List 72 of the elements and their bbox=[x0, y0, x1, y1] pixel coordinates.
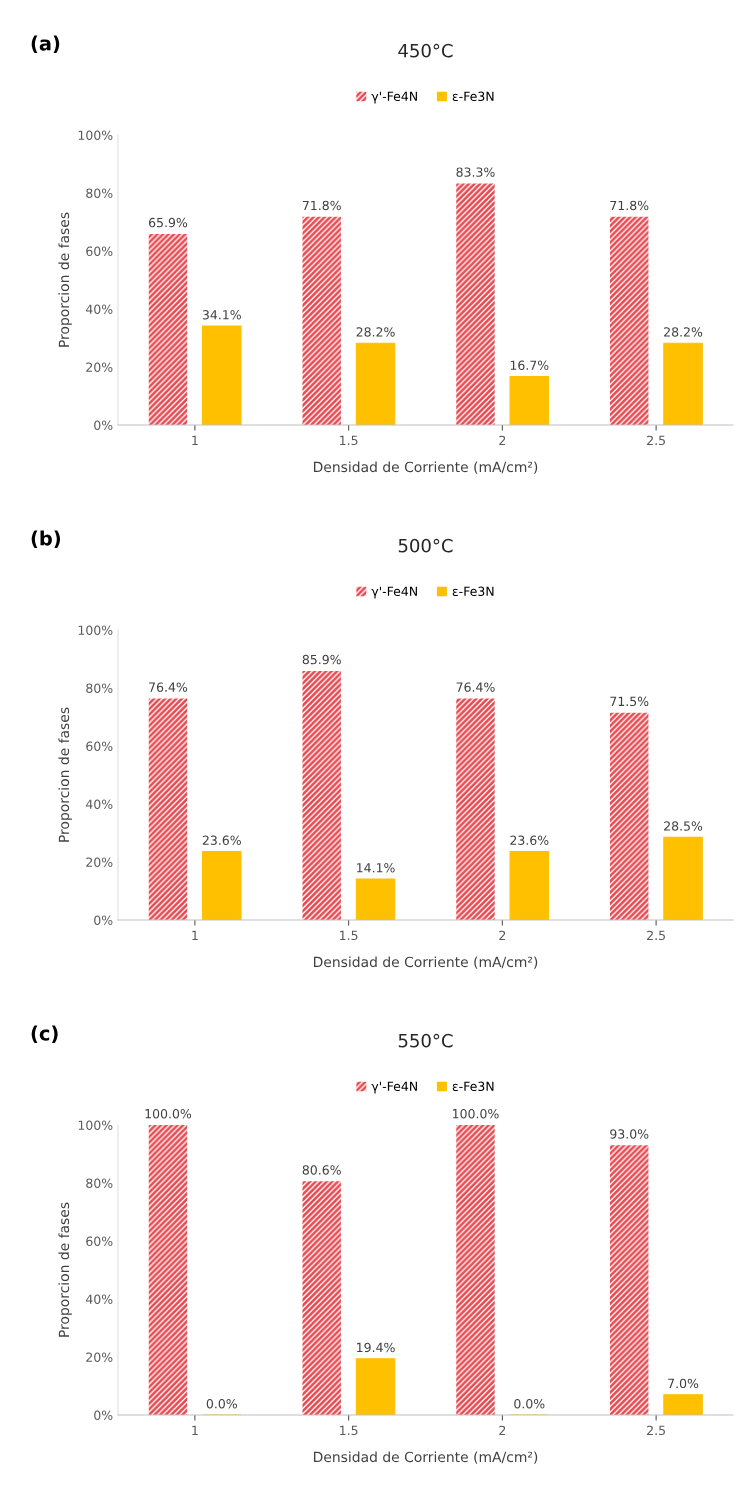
x-tick-label: 2.5 bbox=[647, 930, 665, 941]
y-tick-label: 0% bbox=[94, 1410, 113, 1420]
data-label: 80.6% bbox=[302, 1165, 341, 1175]
data-label: 100.0% bbox=[453, 1108, 499, 1119]
x-tick-label: 2.5 bbox=[647, 1425, 665, 1436]
y-tick-label: 80% bbox=[86, 683, 113, 693]
y-tick-label: 60% bbox=[86, 1236, 113, 1246]
data-label: 28.2% bbox=[664, 327, 703, 337]
legend-label: ε-Fe3N bbox=[452, 91, 494, 102]
y-tick-label: 60% bbox=[86, 741, 113, 751]
legend-label: γ'-Fe4N bbox=[371, 1081, 417, 1094]
data-label: 83.3% bbox=[456, 167, 495, 177]
legend-label: ε-Fe3N bbox=[452, 586, 494, 597]
legend-label: γ'-Fe4N bbox=[371, 91, 417, 104]
chart-title: 550°C bbox=[398, 1033, 453, 1048]
x-tick-label: 1.5 bbox=[340, 435, 358, 446]
y-axis-title: Proporcion de fases bbox=[58, 707, 72, 842]
x-axis-title: Densidad de Corriente (mA/cm²) bbox=[313, 956, 538, 969]
chart-title: 500°C bbox=[398, 538, 453, 553]
data-label: 23.6% bbox=[202, 835, 241, 845]
y-tick-label: 100% bbox=[78, 625, 113, 635]
x-axis-title: Densidad de Corriente (mA/cm²) bbox=[313, 1451, 538, 1464]
x-tick-label: 2.5 bbox=[647, 435, 665, 446]
data-label: 19.4% bbox=[357, 1342, 395, 1353]
x-tick-label: 1.5 bbox=[340, 1425, 358, 1436]
y-axis-title: Proporcion de fases bbox=[58, 1202, 72, 1337]
x-tick-label: 2 bbox=[499, 930, 506, 940]
data-label: 65.9% bbox=[148, 217, 188, 228]
data-label: 0.0% bbox=[514, 1398, 545, 1409]
y-tick-label: 40% bbox=[85, 1294, 113, 1304]
data-label: 76.4% bbox=[456, 682, 495, 692]
y-tick-label: 40% bbox=[85, 799, 113, 809]
legend-label: γ'-Fe4N bbox=[371, 586, 417, 599]
data-label: 71.8% bbox=[302, 200, 341, 211]
y-tick-label: 60% bbox=[86, 246, 113, 256]
x-axis-title: Densidad de Corriente (mA/cm²) bbox=[313, 461, 538, 474]
data-label: 14.1% bbox=[357, 863, 395, 873]
data-label: 71.5% bbox=[610, 696, 649, 707]
chart-title: 450°C bbox=[398, 43, 453, 58]
y-axis-title: Proporcion de fases bbox=[58, 212, 72, 347]
data-label: 16.7% bbox=[510, 360, 549, 370]
x-tick-label: 2 bbox=[499, 1425, 506, 1435]
y-tick-label: 100% bbox=[78, 130, 113, 140]
x-tick-label: 1 bbox=[192, 1425, 198, 1435]
data-label: 0.0% bbox=[206, 1398, 237, 1409]
y-tick-label: 20% bbox=[86, 362, 113, 372]
data-label: 7.0% bbox=[668, 1378, 699, 1389]
y-tick-label: 100% bbox=[78, 1120, 113, 1130]
data-label: 28.5% bbox=[664, 821, 703, 831]
text: (c) bbox=[31, 1025, 58, 1043]
legend-label: ε-Fe3N bbox=[452, 1081, 494, 1092]
data-label: 85.9% bbox=[302, 654, 341, 665]
x-tick-label: 1 bbox=[192, 435, 198, 445]
text: (b) bbox=[31, 530, 61, 548]
x-tick-label: 2 bbox=[499, 435, 506, 445]
data-label: 76.4% bbox=[149, 682, 188, 692]
y-tick-label: 80% bbox=[86, 1178, 113, 1188]
y-tick-label: 80% bbox=[86, 188, 113, 198]
y-tick-label: 0% bbox=[94, 420, 113, 430]
y-tick-label: 20% bbox=[86, 1352, 113, 1362]
y-tick-label: 20% bbox=[86, 857, 113, 867]
y-tick-label: 40% bbox=[85, 304, 113, 314]
data-label: 93.0% bbox=[610, 1129, 649, 1139]
data-label: 71.8% bbox=[610, 200, 649, 211]
data-label: 100.0% bbox=[145, 1108, 192, 1119]
text: (a) bbox=[31, 35, 60, 53]
x-tick-label: 1.5 bbox=[340, 930, 358, 941]
data-label: 34.1% bbox=[202, 310, 241, 320]
y-tick-label: 0% bbox=[94, 915, 113, 925]
data-label: 28.2% bbox=[356, 327, 395, 337]
data-label: 23.6% bbox=[510, 835, 549, 845]
x-tick-label: 1 bbox=[192, 930, 198, 940]
